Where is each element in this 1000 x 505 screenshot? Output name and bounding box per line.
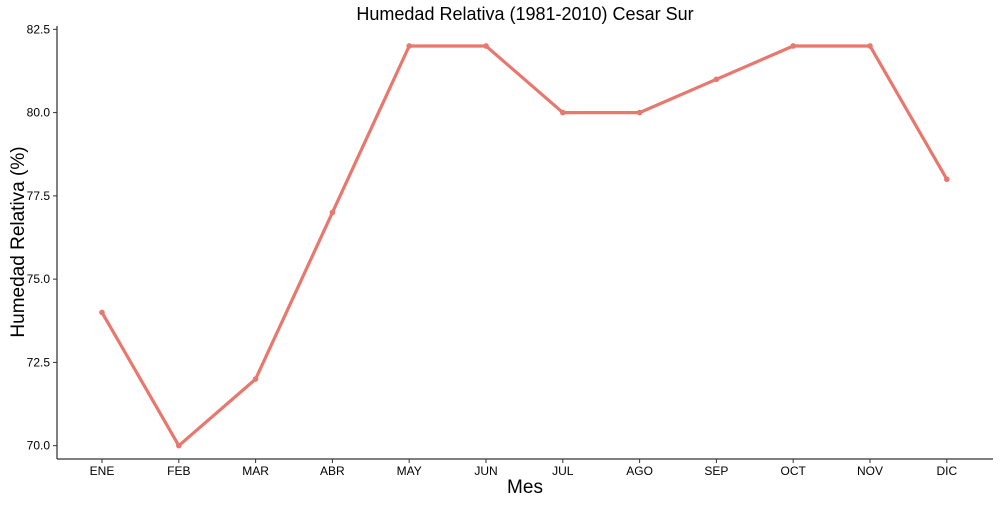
x-tick-label: AGO [626, 464, 653, 478]
data-point [713, 76, 720, 83]
y-axis-title: Humedad Relativa (%) [8, 146, 29, 337]
data-point [483, 43, 489, 49]
data-point [560, 109, 566, 116]
x-tick-label: ABR [320, 464, 345, 478]
data-point [944, 176, 950, 183]
data-point [176, 442, 182, 449]
data-point [636, 109, 643, 116]
y-tick-label: 72.5 [27, 355, 51, 369]
axes [56, 26, 993, 460]
ticks: 70.0 72.5 75.0 77.5 80.0 82.5 ENE FEB MAR ABR MAY J… [27, 22, 958, 478]
data-point [329, 209, 336, 216]
x-axis-title: Mes [507, 477, 543, 498]
data-point [252, 376, 259, 382]
y-tick-label: 77.5 [27, 189, 51, 203]
chart-title: Humedad Relativa (1981-2010) Cesar Sur [356, 4, 693, 24]
x-tick-label: JUL [552, 464, 574, 478]
x-tick-label: FEB [167, 464, 190, 478]
x-tick-label: SEP [704, 464, 728, 478]
x-tick-label: MAR [242, 464, 269, 478]
data-point [406, 43, 413, 49]
y-tick-label: 75.0 [27, 272, 51, 286]
series [99, 43, 950, 449]
data-point [99, 309, 105, 316]
x-tick-label: OCT [781, 464, 807, 478]
series-line [100, 44, 949, 448]
data-point [790, 43, 796, 49]
x-tick-label: JUN [474, 464, 497, 478]
y-tick-label: 70.0 [27, 439, 51, 453]
data-point [867, 43, 873, 49]
x-tick-label: ENE [90, 464, 115, 478]
x-tick-label: MAY [397, 464, 422, 478]
y-tick-label: 82.5 [27, 22, 51, 36]
y-tick-label: 80.0 [27, 106, 51, 120]
x-tick-label: NOV [857, 464, 883, 478]
x-tick-label: DIC [936, 464, 957, 478]
